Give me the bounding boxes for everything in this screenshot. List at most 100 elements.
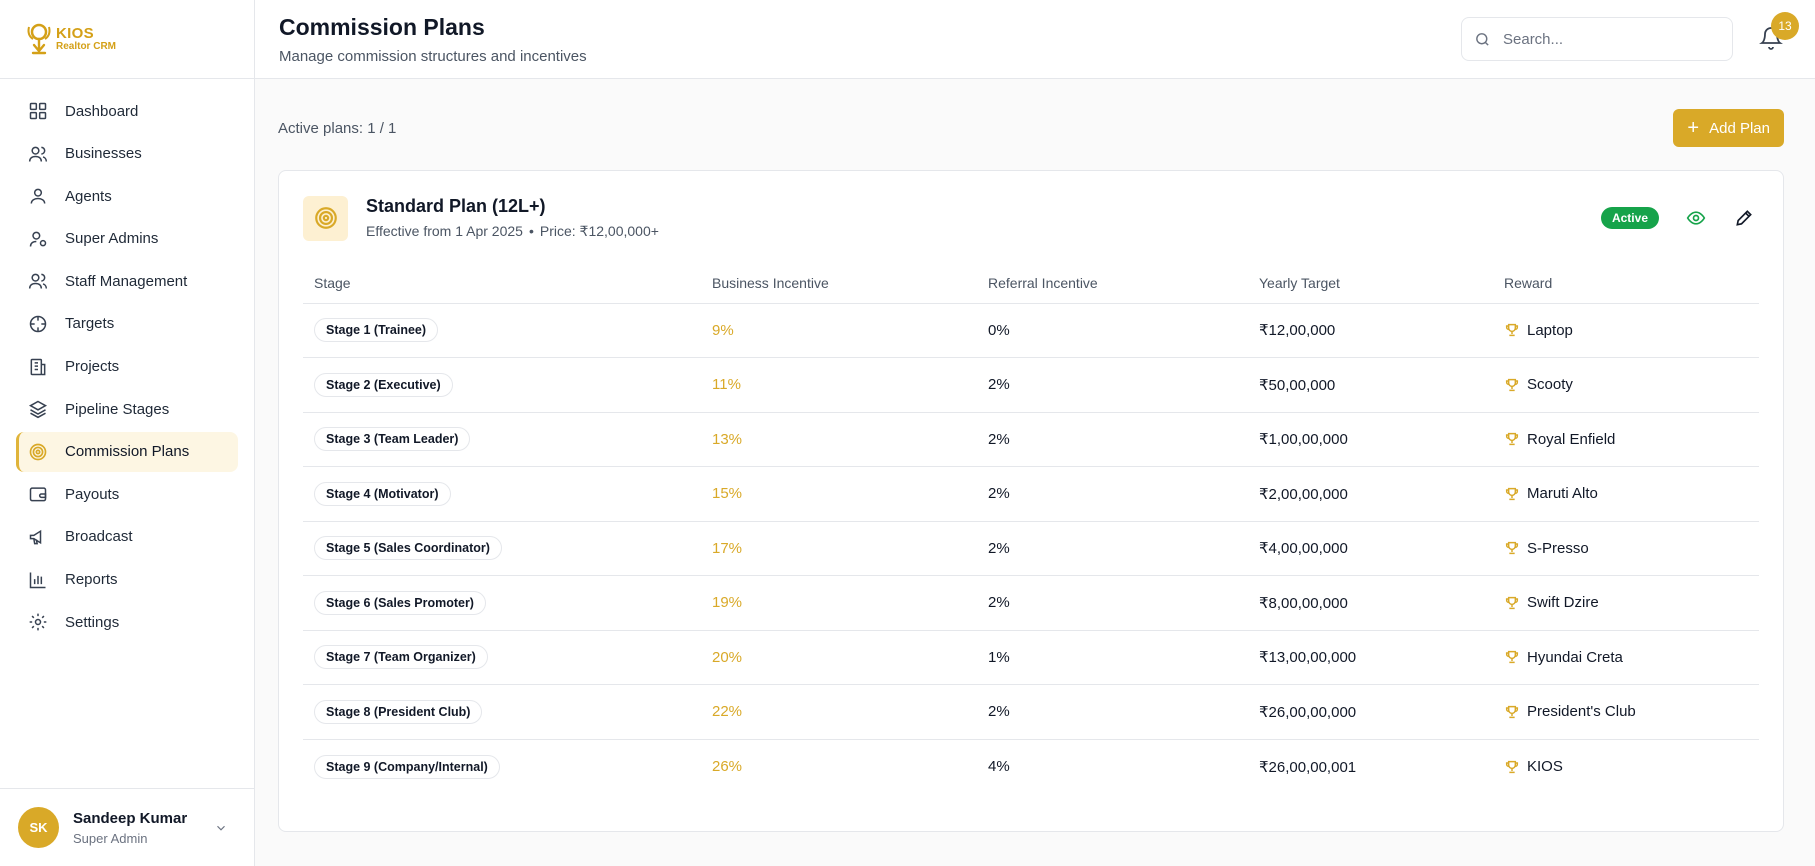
kios-logo-icon bbox=[27, 23, 51, 55]
cell-business-incentive: 19% bbox=[701, 575, 977, 631]
cell-stage: Stage 9 (Company/Internal) bbox=[303, 739, 701, 794]
eye-icon bbox=[1686, 211, 1706, 225]
sidebar-item-agents[interactable]: Agents bbox=[16, 176, 238, 216]
sidebar-nav: Dashboard Businesses Agents Super Admins… bbox=[0, 79, 254, 642]
trophy-icon bbox=[1505, 542, 1519, 555]
page-subtitle: Manage commission structures and incenti… bbox=[279, 47, 587, 65]
table-row: Stage 1 (Trainee) 9% 0% ₹12,00,000 Laptop bbox=[303, 303, 1759, 358]
search-input[interactable] bbox=[1503, 30, 1723, 48]
plan-price: Price: ₹12,00,000+ bbox=[539, 223, 659, 239]
table-row: Stage 8 (President Club) 22% 2% ₹26,00,00,0… bbox=[303, 684, 1759, 740]
stage-badge: Stage 7 (Team Organizer) bbox=[314, 645, 488, 670]
cell-yearly-target: ₹4,00,00,000 bbox=[1248, 521, 1493, 576]
top-bar: Commission Plans Manage commission struc… bbox=[255, 0, 1815, 79]
commission-stages-table: Stage Business Incentive Referral Incent… bbox=[303, 263, 1759, 794]
user-cog-icon bbox=[29, 231, 47, 247]
sidebar-item-label: Agents bbox=[65, 187, 112, 205]
sidebar-item-pipeline-stages[interactable]: Pipeline Stages bbox=[16, 389, 238, 429]
table-row: Stage 6 (Sales Promoter) 19% 2% ₹8,00,00,00… bbox=[303, 575, 1759, 631]
trophy-icon bbox=[1505, 324, 1519, 337]
cell-stage: Stage 5 (Sales Coordinator) bbox=[303, 521, 701, 576]
user-role: Super Admin bbox=[73, 830, 148, 846]
table-row: Stage 7 (Team Organizer) 20% 1% ₹13,00,00,0… bbox=[303, 630, 1759, 685]
sidebar-item-settings[interactable]: Settings bbox=[16, 602, 238, 642]
bell-icon bbox=[1759, 27, 1783, 50]
users-icon bbox=[28, 273, 48, 289]
reward-label: Maruti Alto bbox=[1527, 485, 1598, 503]
page-title: Commission Plans bbox=[279, 13, 485, 40]
cell-yearly-target: ₹12,00,000 bbox=[1248, 303, 1493, 358]
cell-business-incentive: 22% bbox=[701, 684, 977, 740]
cell-referral-incentive: 2% bbox=[977, 684, 1248, 740]
brand-subtitle: Realtor CRM bbox=[56, 41, 117, 52]
cell-stage: Stage 8 (President Club) bbox=[303, 684, 701, 740]
cell-stage: Stage 2 (Executive) bbox=[303, 357, 701, 413]
sidebar-item-commission-plans[interactable]: Commission Plans bbox=[16, 431, 238, 472]
cell-stage: Stage 7 (Team Organizer) bbox=[303, 630, 701, 685]
wallet-icon bbox=[29, 487, 47, 502]
cell-yearly-target: ₹2,00,00,000 bbox=[1248, 466, 1493, 522]
search-icon bbox=[1476, 32, 1489, 46]
user-menu[interactable]: SK Sandeep Kumar Super Admin bbox=[0, 788, 254, 866]
reward-label: Laptop bbox=[1527, 321, 1573, 339]
reward-label: Swift Dzire bbox=[1527, 594, 1599, 612]
main-content: Commission Plans Manage commission struc… bbox=[255, 0, 1815, 866]
sidebar-item-reports[interactable]: Reports bbox=[16, 560, 238, 600]
table-row: Stage 3 (Team Leader) 13% 2% ₹1,00,00,000 Ro… bbox=[303, 412, 1759, 467]
plan-meta: Effective from 1 Apr 2025 • Price: ₹12,00,… bbox=[366, 223, 659, 239]
grid-icon bbox=[29, 102, 47, 120]
reward-label: President's Club bbox=[1527, 703, 1636, 721]
reward-label: KIOS bbox=[1527, 758, 1563, 775]
sidebar-item-super-admins[interactable]: Super Admins bbox=[16, 219, 238, 259]
cell-stage: Stage 6 (Sales Promoter) bbox=[303, 575, 701, 631]
reward-label: Hyundai Creta bbox=[1527, 648, 1623, 666]
plus-icon: + bbox=[1687, 117, 1700, 139]
notifications-button[interactable]: 13 bbox=[1759, 12, 1799, 52]
cell-reward: Hyundai Creta bbox=[1493, 630, 1759, 685]
user-icon bbox=[30, 188, 46, 204]
cell-business-incentive: 15% bbox=[701, 466, 977, 522]
cell-business-incentive: 11% bbox=[701, 357, 977, 413]
sidebar-item-label: Settings bbox=[65, 613, 120, 631]
plan-effective-date: Effective from 1 Apr 2025 bbox=[366, 223, 523, 239]
cell-referral-incentive: 2% bbox=[977, 357, 1248, 413]
cell-yearly-target: ₹8,00,00,000 bbox=[1248, 575, 1493, 631]
plan-target-icon bbox=[303, 195, 348, 241]
sidebar-item-staff-management[interactable]: Staff Management bbox=[16, 261, 238, 301]
brand-logo[interactable]: KIOS Realtor CRM bbox=[0, 0, 254, 79]
sidebar-item-businesses[interactable]: Businesses bbox=[16, 134, 238, 174]
layers-icon bbox=[28, 400, 48, 419]
sidebar-item-label: Dashboard bbox=[65, 102, 139, 120]
cell-referral-incentive: 2% bbox=[977, 412, 1248, 467]
edit-plan-button[interactable] bbox=[1733, 207, 1755, 229]
cell-business-incentive: 26% bbox=[712, 758, 743, 775]
column-header-reward: Reward bbox=[1493, 263, 1759, 304]
chevron-down-icon[interactable] bbox=[214, 821, 228, 835]
trophy-icon bbox=[1505, 705, 1519, 718]
add-plan-button[interactable]: + Add Plan bbox=[1673, 109, 1784, 147]
sidebar-item-label: Broadcast bbox=[65, 528, 133, 546]
column-header-stage: Stage bbox=[303, 263, 701, 304]
sidebar-item-payouts[interactable]: Payouts bbox=[16, 474, 238, 514]
cell-yearly-target: ₹50,00,000 bbox=[1248, 357, 1493, 413]
cell-reward: Laptop bbox=[1493, 303, 1759, 358]
sidebar-item-targets[interactable]: Targets bbox=[16, 304, 238, 344]
notification-count-badge: 13 bbox=[1771, 12, 1799, 40]
sidebar-item-dashboard[interactable]: Dashboard bbox=[16, 91, 238, 131]
sidebar-item-label: Targets bbox=[65, 315, 115, 333]
table-header-row: Stage Business Incentive Referral Incent… bbox=[303, 263, 1759, 304]
sidebar-item-label: Pipeline Stages bbox=[65, 400, 170, 418]
view-plan-button[interactable] bbox=[1685, 207, 1707, 229]
sidebar-item-broadcast[interactable]: Broadcast bbox=[16, 517, 238, 557]
reward-label: Scooty bbox=[1527, 376, 1573, 394]
sidebar-item-label: Commission Plans bbox=[65, 443, 190, 461]
sidebar-item-projects[interactable]: Projects bbox=[16, 347, 238, 387]
sidebar: KIOS Realtor CRM Dashboard Businesses Ag… bbox=[0, 0, 255, 866]
table-row: Stage 5 (Sales Coordinator) 17% 2% ₹4,00,00… bbox=[303, 521, 1759, 576]
stage-badge: Stage 1 (Trainee) bbox=[314, 318, 439, 343]
cell-yearly-target: ₹26,00,00,000 bbox=[1248, 684, 1493, 740]
gear-icon bbox=[29, 613, 47, 631]
cell-business-incentive: 17% bbox=[701, 521, 977, 576]
active-plans-count: Active plans: 1 / 1 bbox=[278, 119, 397, 137]
sidebar-item-label: Businesses bbox=[65, 145, 142, 163]
